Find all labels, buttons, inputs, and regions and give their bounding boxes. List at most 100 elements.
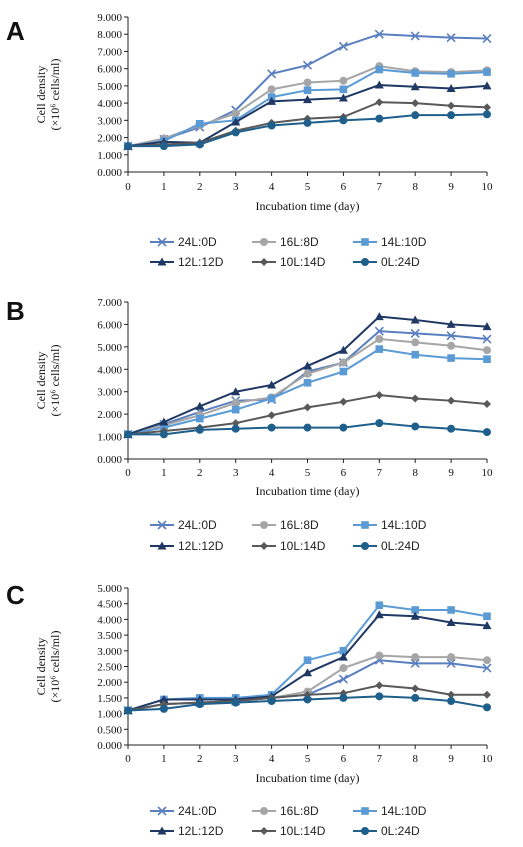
data-point-10L:14D — [267, 411, 276, 420]
data-point-12L:12D — [303, 95, 312, 104]
legend-label: 0L:24D — [381, 255, 420, 269]
data-point-24L:0D-b — [410, 658, 420, 668]
data-point-14L:10D — [303, 86, 312, 94]
data-point-0L:24D — [159, 142, 168, 151]
x-tick-label: 9 — [448, 181, 454, 193]
x-tick-label: 8 — [412, 753, 418, 765]
y-tick-label: 5.000 — [97, 81, 122, 93]
y-tick-label: 2.000 — [97, 133, 122, 145]
data-point-16L:8D — [231, 109, 240, 118]
data-point-14L:10D — [411, 350, 419, 359]
data-point-14L:10D — [375, 345, 384, 353]
data-point-14L:10D — [447, 354, 455, 362]
data-point-16L:8D — [339, 358, 348, 367]
x-tick-label: 2 — [197, 467, 203, 479]
y-tick-label: 4.000 — [97, 98, 122, 110]
y-tick-label: 0.000 — [97, 454, 122, 466]
data-point-10L:14D — [411, 684, 420, 693]
y-tick-label: 0.000 — [97, 167, 122, 179]
data-point-0L:24D — [375, 114, 384, 123]
x-tick-label: 10 — [482, 753, 494, 765]
data-point-10L:14D — [303, 403, 312, 412]
data-point-12L:12D — [446, 319, 456, 328]
data-point-0L:24D — [483, 703, 491, 712]
data-point-0L:24D — [124, 142, 132, 151]
y-tick-label: 7.000 — [97, 297, 122, 309]
data-point-0L:24D — [339, 423, 348, 432]
data-point-24L:0D-b — [338, 41, 348, 51]
data-point-12L:12D — [410, 315, 420, 324]
data-point-0L:24D — [411, 422, 420, 431]
x-tick-label: 1 — [161, 753, 167, 765]
legend-swatch-marker — [361, 258, 369, 266]
y-tick-label: 0.500 — [97, 724, 122, 736]
legend-swatch-marker — [260, 258, 268, 266]
x-tick-label: 3 — [233, 467, 239, 479]
x-tick-label: 5 — [305, 181, 311, 193]
data-point-10L:14D — [447, 101, 456, 110]
data-point-0L:24D — [411, 111, 420, 120]
data-point-0L:24D — [483, 428, 491, 437]
data-point-0L:24D — [303, 118, 312, 127]
legend-swatch-marker — [157, 826, 167, 835]
y-axis-title-unit: (×10⁶ cells/ml) — [48, 345, 62, 417]
data-point-10L:14D — [447, 396, 456, 405]
data-point-24L:0D-b — [482, 334, 492, 344]
y-tick-label: 2.000 — [97, 409, 122, 421]
legend-swatch-marker — [361, 827, 369, 835]
data-point-24L:0D-b — [482, 663, 492, 673]
y-axis-title-unit: (×10⁶ cells/ml) — [48, 631, 62, 703]
data-point-0L:24D — [303, 423, 312, 432]
data-point-0L:24D — [231, 698, 240, 707]
data-point-10L:14D — [231, 419, 240, 428]
data-point-12L:12D — [267, 380, 277, 389]
panel-letter: A — [6, 16, 25, 46]
x-tick-label: 9 — [448, 467, 454, 479]
legend-swatch-marker — [260, 238, 268, 246]
x-tick-label: 4 — [269, 467, 275, 479]
legend-swatch-marker-b — [157, 806, 167, 816]
data-point-12L:12D — [482, 322, 492, 331]
legend-swatch-marker — [361, 521, 369, 529]
y-tick-label: 1.000 — [97, 709, 122, 721]
data-point-14L:10D — [231, 405, 240, 414]
x-tick-label: 2 — [197, 181, 203, 193]
y-tick-label: 7.000 — [97, 46, 122, 58]
data-point-16L:8D — [411, 338, 420, 347]
x-axis-title: Incubation time (day) — [256, 199, 360, 213]
legend-label: 10L:14D — [280, 539, 326, 553]
legend-label: 14L:10D — [381, 804, 427, 818]
data-point-10L:14D — [447, 690, 456, 699]
data-point-12L:12D — [267, 96, 277, 105]
data-point-14L:10D — [375, 601, 384, 610]
data-point-0L:24D — [267, 423, 276, 432]
y-tick-label: 4.000 — [97, 364, 122, 376]
legend-swatch-marker — [260, 542, 268, 550]
data-point-0L:24D — [339, 693, 348, 702]
x-tick-label: 2 — [197, 753, 203, 765]
legend-swatch-marker — [260, 827, 268, 835]
data-point-14L:10D — [267, 394, 276, 403]
data-point-0L:24D — [411, 693, 420, 702]
legend-label: 10L:14D — [280, 255, 326, 269]
data-point-12L:12D — [374, 80, 384, 89]
data-point-16L:8D — [483, 656, 491, 665]
data-point-0L:24D — [231, 128, 240, 137]
panel-letter: B — [6, 296, 25, 326]
y-tick-label: 1.000 — [97, 150, 122, 162]
data-point-0L:24D — [195, 140, 204, 149]
legend-label: 24L:0D — [178, 518, 217, 532]
data-point-12L:12D — [159, 417, 169, 426]
data-point-14L:10D — [339, 647, 348, 655]
y-tick-label: 3.500 — [97, 630, 122, 642]
data-point-0L:24D — [375, 692, 384, 701]
chart-panel-A: A 0.000 1.000 2.000 3.000 4.000 5.000 6.000 7.00… — [6, 12, 493, 269]
data-point-16L:8D — [447, 653, 456, 662]
y-tick-label: 8.000 — [97, 29, 122, 41]
y-tick-label: 1.000 — [97, 432, 122, 444]
x-tick-label: 10 — [482, 181, 494, 193]
data-point-24L:0D-b — [446, 331, 456, 341]
data-point-14L:10D — [196, 414, 204, 423]
data-point-0L:24D — [375, 419, 384, 428]
x-tick-label: 0 — [125, 181, 131, 193]
